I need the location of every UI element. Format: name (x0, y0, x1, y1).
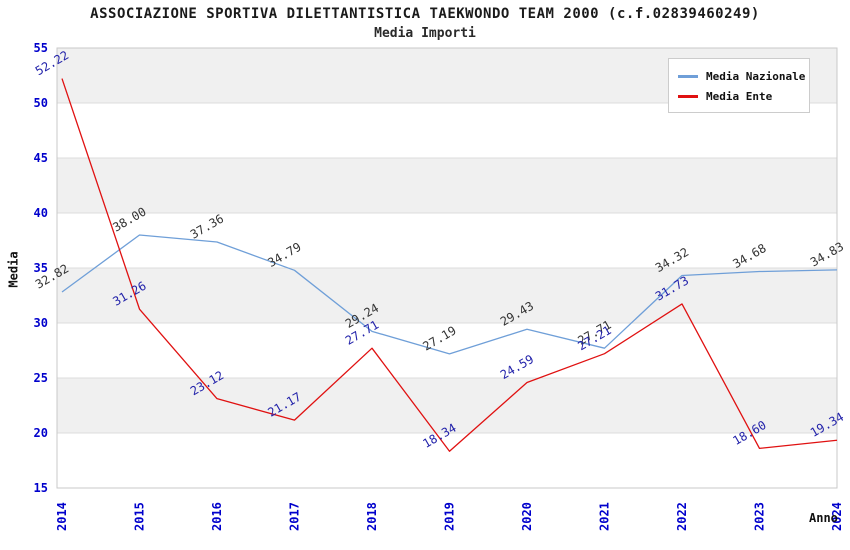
y-tick-label: 20 (34, 426, 48, 440)
legend: Media Nazionale Media Ente (668, 58, 810, 113)
x-tick-label: 2016 (210, 502, 224, 531)
plot-band (57, 433, 837, 488)
y-tick-label: 35 (34, 261, 48, 275)
plot-band (57, 158, 837, 213)
chart-title: ASSOCIAZIONE SPORTIVA DILETTANTISTICA TA… (90, 6, 760, 22)
chart-subtitle: Media Importi (374, 26, 476, 41)
plot-border (56, 47, 838, 489)
legend-swatch-nazionale-icon (678, 74, 698, 78)
y-tick-label: 30 (34, 316, 48, 330)
plot-band (57, 378, 837, 433)
plot-band (57, 268, 837, 323)
legend-label-ente: Media Ente (706, 89, 773, 103)
y-tick-label: 15 (34, 481, 48, 495)
x-axis-title: Anno (809, 511, 838, 525)
y-tick-label: 55 (34, 41, 48, 55)
plot-band (57, 213, 837, 268)
x-tick-label: 2018 (365, 502, 379, 531)
legend-item-media-nazionale: Media Nazionale (678, 66, 805, 86)
x-tick-label: 2023 (753, 502, 767, 531)
x-tick-label: 2019 (443, 502, 457, 531)
x-tick-label: 2017 (288, 502, 302, 531)
x-tick-label: 2021 (598, 502, 612, 531)
x-tick-label: 2015 (133, 502, 147, 531)
x-tick-label: 2024 (830, 502, 844, 531)
legend-label-nazionale: Media Nazionale (706, 69, 806, 83)
series-line-media-nazionale (61, 234, 838, 355)
x-tick-label: 2022 (675, 502, 689, 531)
x-tick-label: 2020 (520, 502, 534, 531)
series-line-media-ente (61, 78, 838, 452)
y-tick-label: 40 (34, 206, 48, 220)
y-tick-label: 50 (34, 96, 48, 110)
y-tick-label: 45 (34, 151, 48, 165)
y-axis-title: Media (6, 251, 21, 288)
y-tick-label: 25 (34, 371, 48, 385)
x-tick-label: 2014 (55, 502, 69, 531)
legend-swatch-ente-icon (678, 94, 698, 98)
legend-item-media-ente: Media Ente (678, 86, 800, 106)
